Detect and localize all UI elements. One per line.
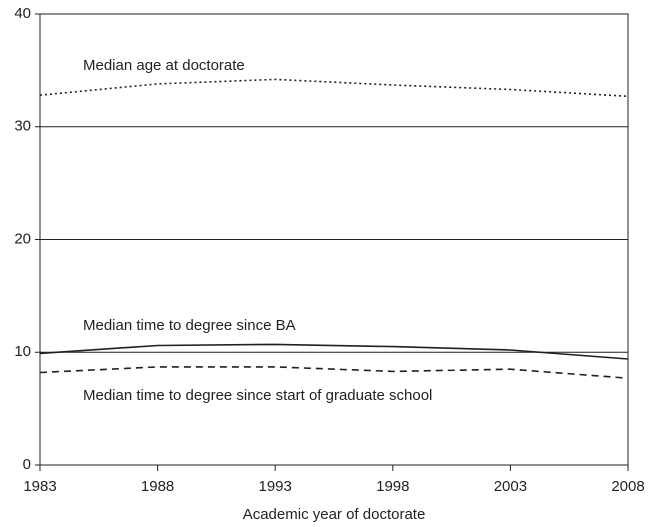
y-tick-label: 0	[23, 456, 31, 473]
series-line	[39, 78, 629, 98]
series-label: Median age at doctorate	[83, 57, 245, 74]
y-tick-label: 30	[14, 118, 31, 135]
series-label: Median time to degree since start of gra…	[83, 387, 432, 404]
x-tick-label: 2008	[611, 478, 644, 495]
x-tick-label: 2003	[494, 478, 527, 495]
x-tick-label: 1988	[141, 478, 174, 495]
y-tick-label: 10	[14, 343, 31, 360]
series-line	[39, 343, 629, 360]
x-tick-label: 1998	[376, 478, 409, 495]
x-tick-label: 1993	[259, 478, 292, 495]
series-line	[39, 366, 629, 379]
x-tick-label: 1983	[23, 478, 56, 495]
y-tick-label: 40	[14, 5, 31, 22]
x-axis-label: Academic year of doctorate	[243, 506, 426, 523]
series-label: Median time to degree since BA	[83, 317, 296, 334]
y-tick-label: 20	[14, 230, 31, 247]
